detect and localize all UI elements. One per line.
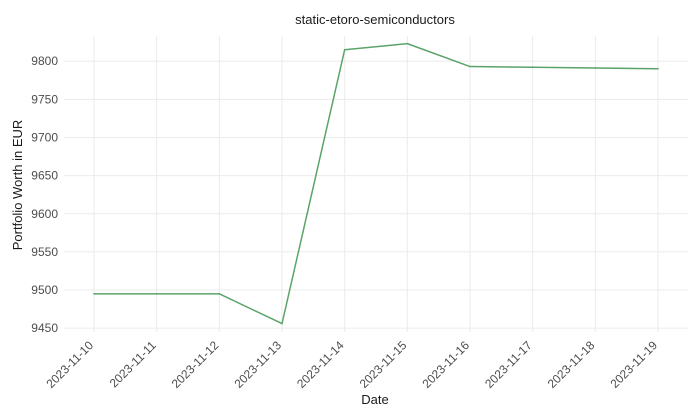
- y-tick-label: 9450: [31, 321, 58, 335]
- x-tick-label: 2023-11-18: [545, 338, 598, 391]
- x-tick-label: 2023-11-10: [43, 338, 96, 391]
- x-tick-label: 2023-11-17: [482, 338, 535, 391]
- x-tick-label: 2023-11-12: [169, 338, 222, 391]
- data-point: [657, 68, 659, 70]
- y-tick-label: 9800: [31, 54, 58, 68]
- data-point: [343, 48, 346, 51]
- series-layer: [93, 42, 659, 325]
- x-tick-label: 2023-11-16: [419, 338, 472, 391]
- x-tick-labels: 2023-11-10 2023-11-11 2023-11-12 2023-11-13…: [43, 338, 660, 391]
- y-axis-title: Portfolio Worth in EUR: [10, 120, 25, 251]
- series-line: [94, 42, 659, 325]
- y-tick-label: 9600: [31, 207, 58, 221]
- y-tick-label: 9550: [31, 245, 58, 259]
- data-point: [218, 293, 221, 295]
- y-tick-labels: 9450 9500 9550 9600 9650 9700 9750 9800: [31, 54, 58, 335]
- x-tick-label: 2023-11-11: [107, 338, 159, 390]
- x-axis-title: Date: [361, 392, 388, 407]
- y-tick-label: 9500: [31, 283, 58, 297]
- data-point: [531, 66, 534, 69]
- data-point: [93, 293, 95, 295]
- x-tick-label: 2023-11-19: [607, 338, 660, 391]
- chart-title: static-etoro-semiconductors: [295, 12, 455, 27]
- data-point: [469, 65, 471, 68]
- major-grid: [64, 36, 688, 332]
- data-point: [594, 67, 597, 69]
- x-tick-label: 2023-11-15: [357, 338, 410, 391]
- x-tick-label: 2023-11-14: [294, 338, 347, 391]
- x-tick-label: 2023-11-13: [231, 338, 284, 391]
- data-point: [281, 322, 283, 325]
- data-point: [155, 293, 158, 295]
- y-tick-label: 9750: [31, 92, 58, 106]
- y-tick-label: 9650: [31, 169, 58, 183]
- data-point: [406, 42, 409, 45]
- y-tick-label: 9700: [31, 130, 58, 144]
